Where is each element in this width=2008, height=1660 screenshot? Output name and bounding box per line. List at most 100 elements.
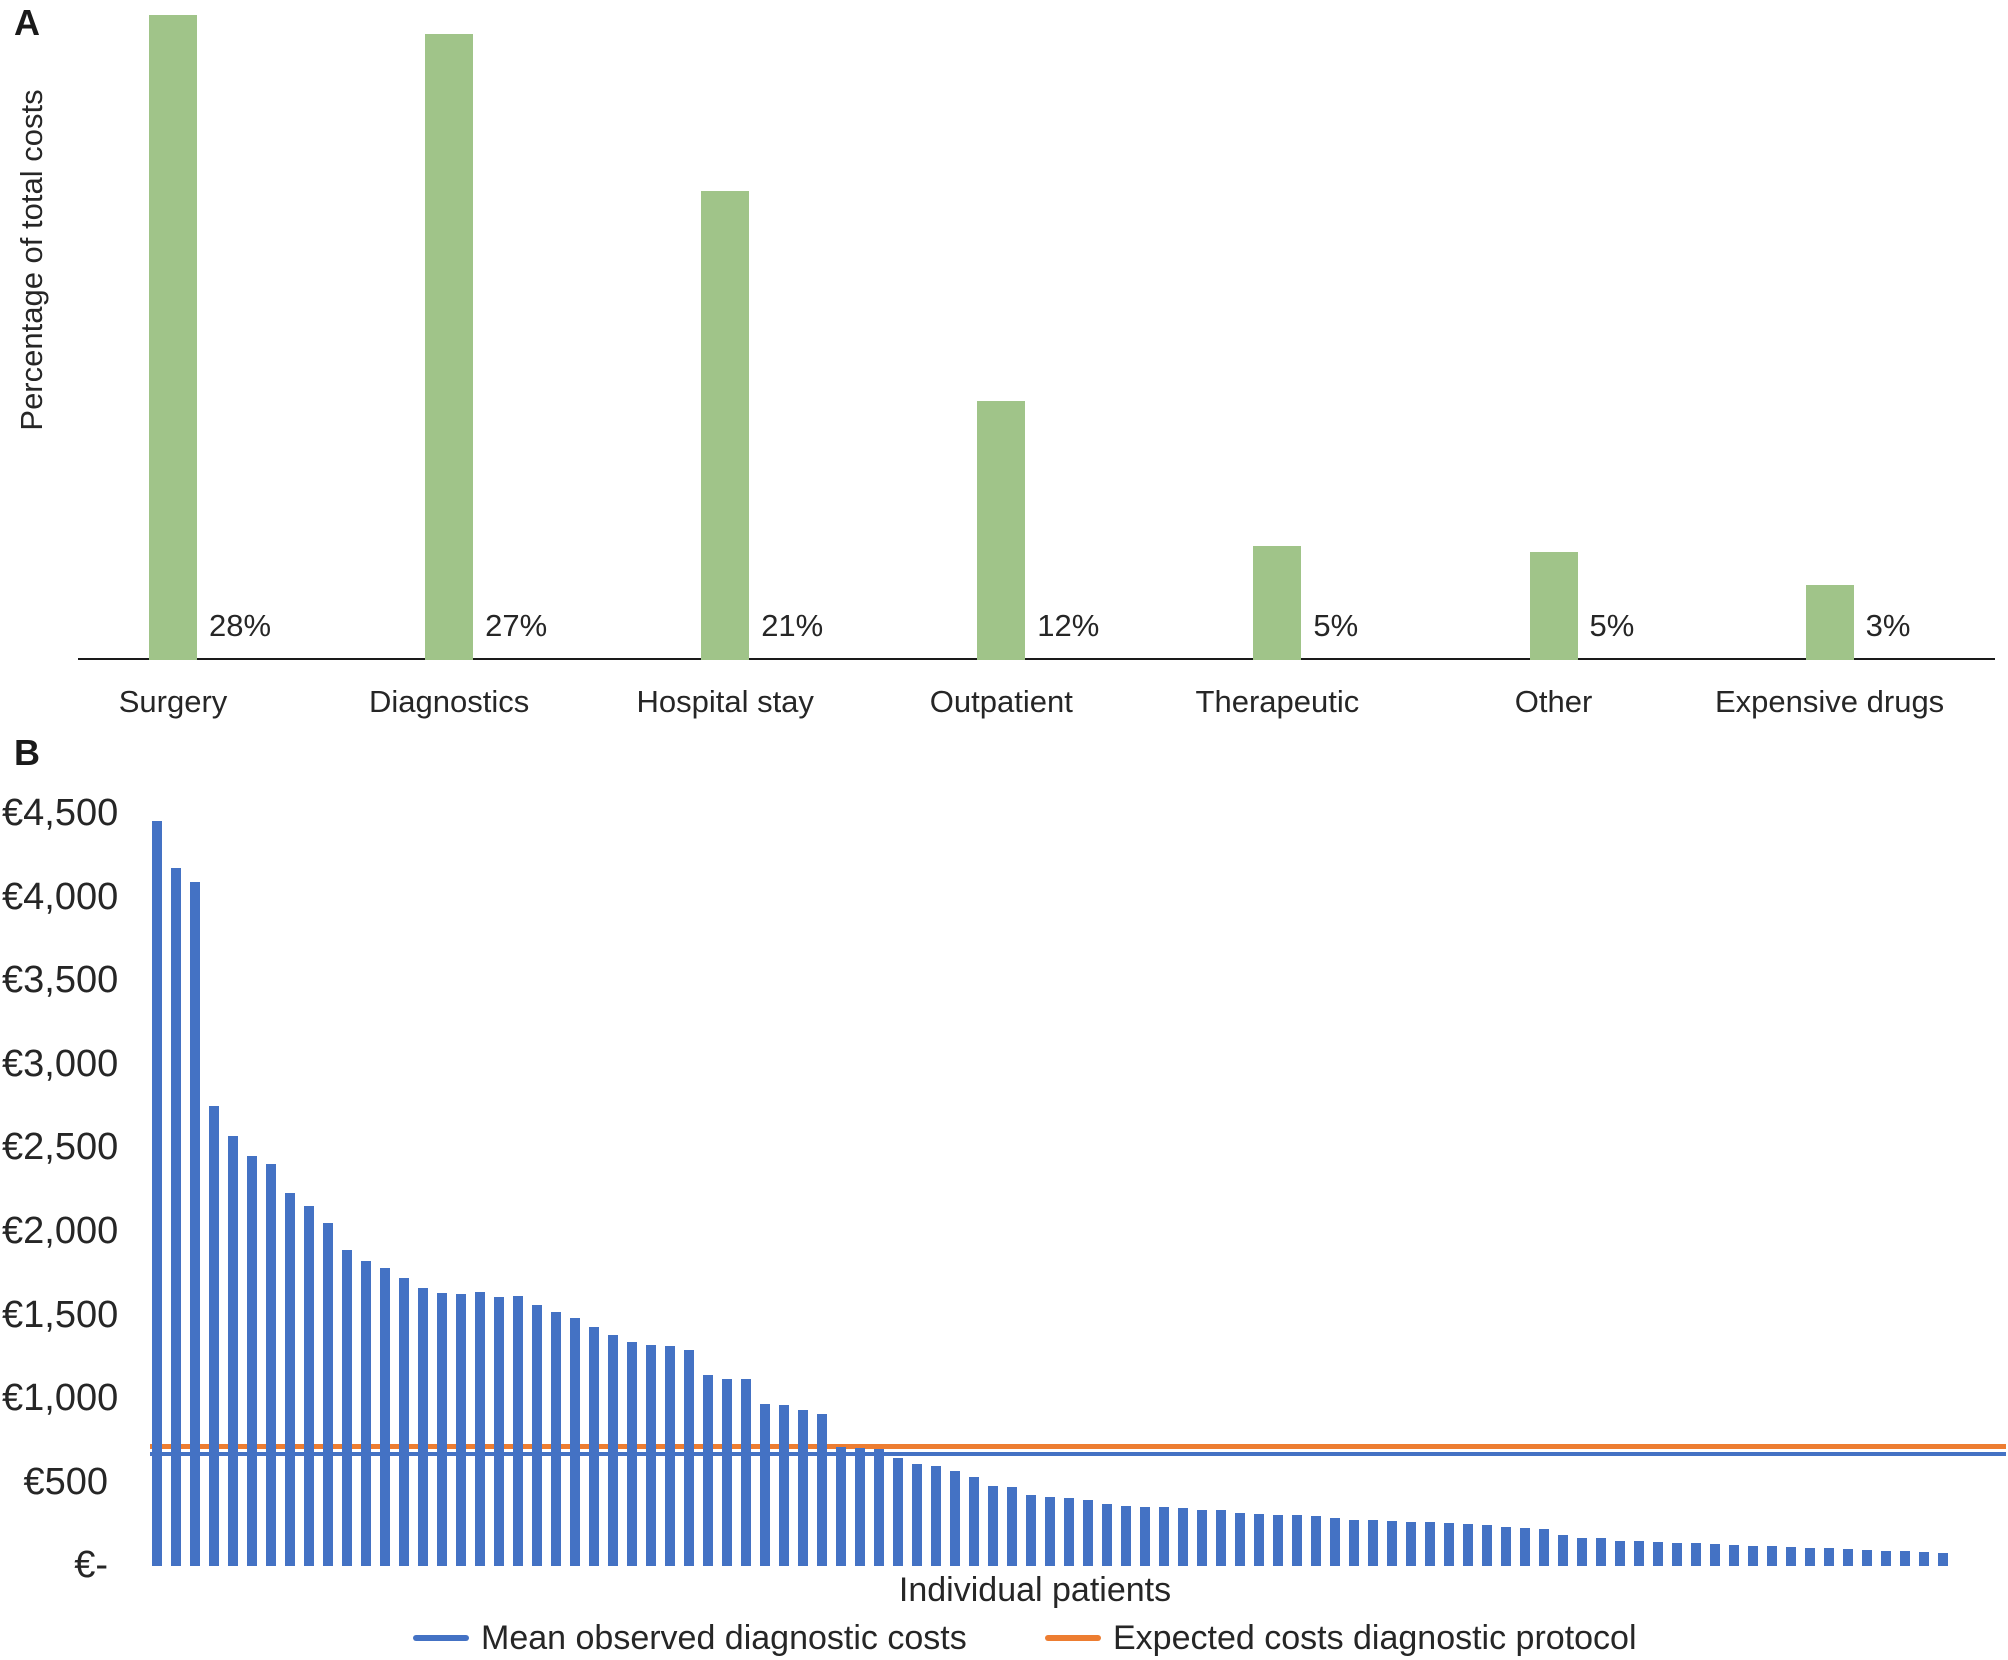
panel-b-patient-bar (646, 1345, 656, 1566)
legend-label-expected-costs: Expected costs diagnostic protocol (1113, 1618, 1637, 1657)
panel-b-patient-bar (380, 1268, 390, 1566)
panel-b-patient-bar (1311, 1516, 1321, 1566)
panel-a-category-label: Surgery (118, 684, 228, 719)
panel-a-bar (701, 191, 750, 660)
panel-b-patient-bar (551, 1312, 561, 1566)
panel-a-value-label: 21% (761, 608, 824, 643)
panel-b-patient-bar (798, 1410, 808, 1566)
panel-a-category-label: Therapeutic (1195, 684, 1360, 719)
panel-b-patient-bar (1824, 1548, 1834, 1566)
panel-b-patient-bar (494, 1297, 504, 1566)
panel-b-patient-bar (456, 1294, 466, 1566)
panel-b-label: B (14, 732, 40, 773)
panel-b-patient-bar (247, 1156, 257, 1566)
panel-b-patient-bar (437, 1293, 447, 1566)
panel-b-patient-bar (1425, 1522, 1435, 1566)
panel-a-category-label: Hospital stay (636, 684, 814, 719)
panel-a-category-label: Other (1514, 684, 1593, 719)
panel-b-patient-bar (1634, 1541, 1644, 1566)
panel-b-patient-bar (817, 1414, 827, 1566)
panel-b-x-axis-title: Individual patients (898, 1571, 1172, 1609)
panel-b-patient-bar (874, 1449, 884, 1566)
panel-b-patient-bar (228, 1136, 238, 1566)
panel-b-patient-bar (1254, 1514, 1264, 1566)
panel-a-value-label: 28% (209, 608, 272, 643)
panel-b-patient-bar (418, 1288, 428, 1566)
panel-b-patient-bar (209, 1106, 219, 1566)
panel-b-patient-bar (741, 1379, 751, 1566)
panel-b-patient-bar (912, 1464, 922, 1566)
legend-label-mean-observed: Mean observed diagnostic costs (481, 1618, 967, 1657)
panel-b-y-tick-label: €3,000 (2, 1042, 119, 1085)
panel-b-patient-bar (1938, 1553, 1948, 1566)
panel-b-patient-bar (969, 1477, 979, 1566)
panel-b-patient-bar (931, 1466, 941, 1566)
panel-b-patient-bar (1235, 1513, 1245, 1566)
panel-b-patient-bar (1121, 1506, 1131, 1566)
panel-b-y-tick-label: €2,500 (2, 1126, 119, 1169)
panel-b-patient-bar (1539, 1529, 1549, 1566)
panel-b-patient-bar (1558, 1535, 1568, 1566)
mean-line-swatch (413, 1635, 469, 1641)
panel-b-patient-bar (1292, 1515, 1302, 1566)
panel-a-x-axis-line (78, 658, 1995, 660)
panel-a-value-label: 5% (1589, 608, 1635, 643)
panel-a-value-label: 3% (1865, 608, 1911, 643)
panel-b-patient-bar (1444, 1523, 1454, 1566)
panel-b-patient-bar (703, 1375, 713, 1566)
panel-b-y-tick-label: €500 (23, 1460, 108, 1503)
panel-b-patient-bar (171, 868, 181, 1566)
panel-b-patient-bar (1710, 1544, 1720, 1566)
panel-b-patient-bar (323, 1223, 333, 1566)
panel-a-bar (977, 401, 1026, 660)
panel-b-y-tick-label: €1,000 (2, 1377, 119, 1420)
panel-b-y-tick-label: €- (74, 1544, 108, 1587)
panel-b-patient-bar (1102, 1504, 1112, 1566)
panel-a-category-label: Diagnostics (368, 684, 530, 719)
legend-item-expected-costs: Expected costs diagnostic protocol (1045, 1617, 1637, 1659)
expected-costs-line (150, 1444, 2006, 1449)
panel-b-patient-bar (1197, 1510, 1207, 1566)
panel-a-category-label: Outpatient (929, 684, 1073, 719)
panel-b-patient-bar (855, 1448, 865, 1566)
panel-b-y-tick-label: €3,500 (2, 959, 119, 1002)
panel-b-patient-bar (1330, 1518, 1340, 1566)
panel-b-patient-bar (1729, 1545, 1739, 1566)
panel-b-patient-bar (684, 1350, 694, 1566)
panel-b-patient-bar (190, 882, 200, 1566)
panel-b-patient-bar (1786, 1547, 1796, 1566)
panel-b-patient-bar (1178, 1508, 1188, 1566)
panel-b-patient-bar (779, 1405, 789, 1566)
panel-b-patient-bar (1615, 1541, 1625, 1566)
panel-b-patient-bar (950, 1471, 960, 1566)
panel-b-patient-bar (1767, 1546, 1777, 1566)
panel-b-patient-bar (1881, 1551, 1891, 1566)
panel-a-category-label: Expensive drugs (1715, 684, 1945, 719)
panel-b-y-tick-label: €4,000 (2, 875, 119, 918)
panel-b-y-tick-label: €1,500 (2, 1293, 119, 1336)
panel-b-patient-bar (1653, 1542, 1663, 1566)
panel-b-patient-bar (532, 1305, 542, 1566)
panel-a-bar (1253, 546, 1302, 660)
panel-b-patient-bar (1501, 1527, 1511, 1566)
panel-b-patient-bar (722, 1379, 732, 1566)
panel-a-bar (1529, 552, 1578, 660)
panel-b-patient-bar (304, 1206, 314, 1566)
mean-observed-costs-line (150, 1452, 2006, 1456)
panel-b-patient-bar (1406, 1522, 1416, 1566)
panel-b-patient-bar (836, 1447, 846, 1566)
panel-b-patient-bar (285, 1193, 295, 1566)
panel-b-patient-bar (1862, 1550, 1872, 1566)
panel-b-patient-bar (399, 1278, 409, 1566)
panel-a-bar (425, 34, 474, 660)
panel-b-patient-bar (1577, 1538, 1587, 1566)
panel-a-label: A (14, 2, 40, 43)
panel-b-patient-bar (1159, 1507, 1169, 1566)
panel-b-patient-bar (1748, 1546, 1758, 1566)
panel-b-patient-bar (570, 1318, 580, 1566)
expected-line-swatch (1045, 1635, 1101, 1641)
panel-b-patient-bar (1596, 1538, 1606, 1566)
panel-b-patient-bar (665, 1346, 675, 1566)
panel-b-patient-bar (1064, 1498, 1074, 1566)
panel-b-patient-bar (361, 1261, 371, 1566)
